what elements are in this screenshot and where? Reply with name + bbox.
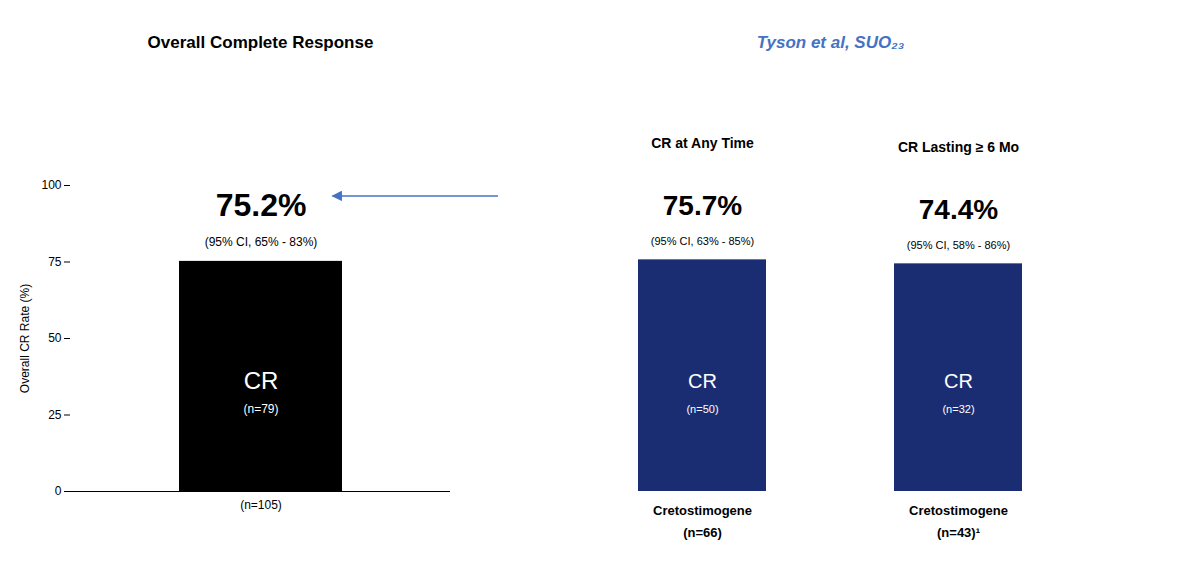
svg-text:CR: CR (244, 367, 279, 394)
svg-text:(n=105): (n=105) (240, 498, 282, 512)
svg-text:75.2%: 75.2% (216, 187, 307, 223)
svg-text:75.7%: 75.7% (663, 190, 742, 221)
svg-text:(95% CI, 58% - 86%): (95% CI, 58% - 86%) (907, 239, 1010, 251)
svg-text:Tyson et al, SUO₂₃: Tyson et al, SUO₂₃ (757, 33, 905, 52)
svg-text:74.4%: 74.4% (919, 194, 998, 225)
svg-text:CR Lasting ≥ 6 Mo: CR Lasting ≥ 6 Mo (898, 139, 1019, 155)
svg-text:(95% CI, 65% - 83%): (95% CI, 65% - 83%) (205, 235, 318, 249)
svg-text:(n=79): (n=79) (243, 402, 278, 416)
svg-text:(n=66): (n=66) (683, 525, 722, 540)
svg-text:(95% CI, 63% - 85%): (95% CI, 63% - 85%) (651, 235, 754, 247)
svg-text:CR: CR (688, 370, 717, 392)
svg-text:100: 100 (41, 178, 61, 192)
svg-text:(n=32): (n=32) (942, 403, 974, 415)
svg-text:CR at Any Time: CR at Any Time (651, 135, 754, 151)
svg-text:0: 0 (55, 484, 62, 498)
svg-text:(n=43)¹: (n=43)¹ (937, 525, 980, 540)
svg-text:75: 75 (48, 255, 62, 269)
svg-text:50: 50 (48, 331, 62, 345)
svg-text:CR: CR (944, 370, 973, 392)
svg-text:(n=50): (n=50) (686, 403, 718, 415)
svg-text:Overall Complete Response: Overall Complete Response (148, 33, 374, 52)
svg-text:Cretostimogene: Cretostimogene (909, 503, 1008, 518)
svg-text:Overall CR Rate (%): Overall CR Rate (%) (18, 284, 32, 393)
svg-text:Cretostimogene: Cretostimogene (653, 503, 752, 518)
svg-text:25: 25 (48, 408, 62, 422)
